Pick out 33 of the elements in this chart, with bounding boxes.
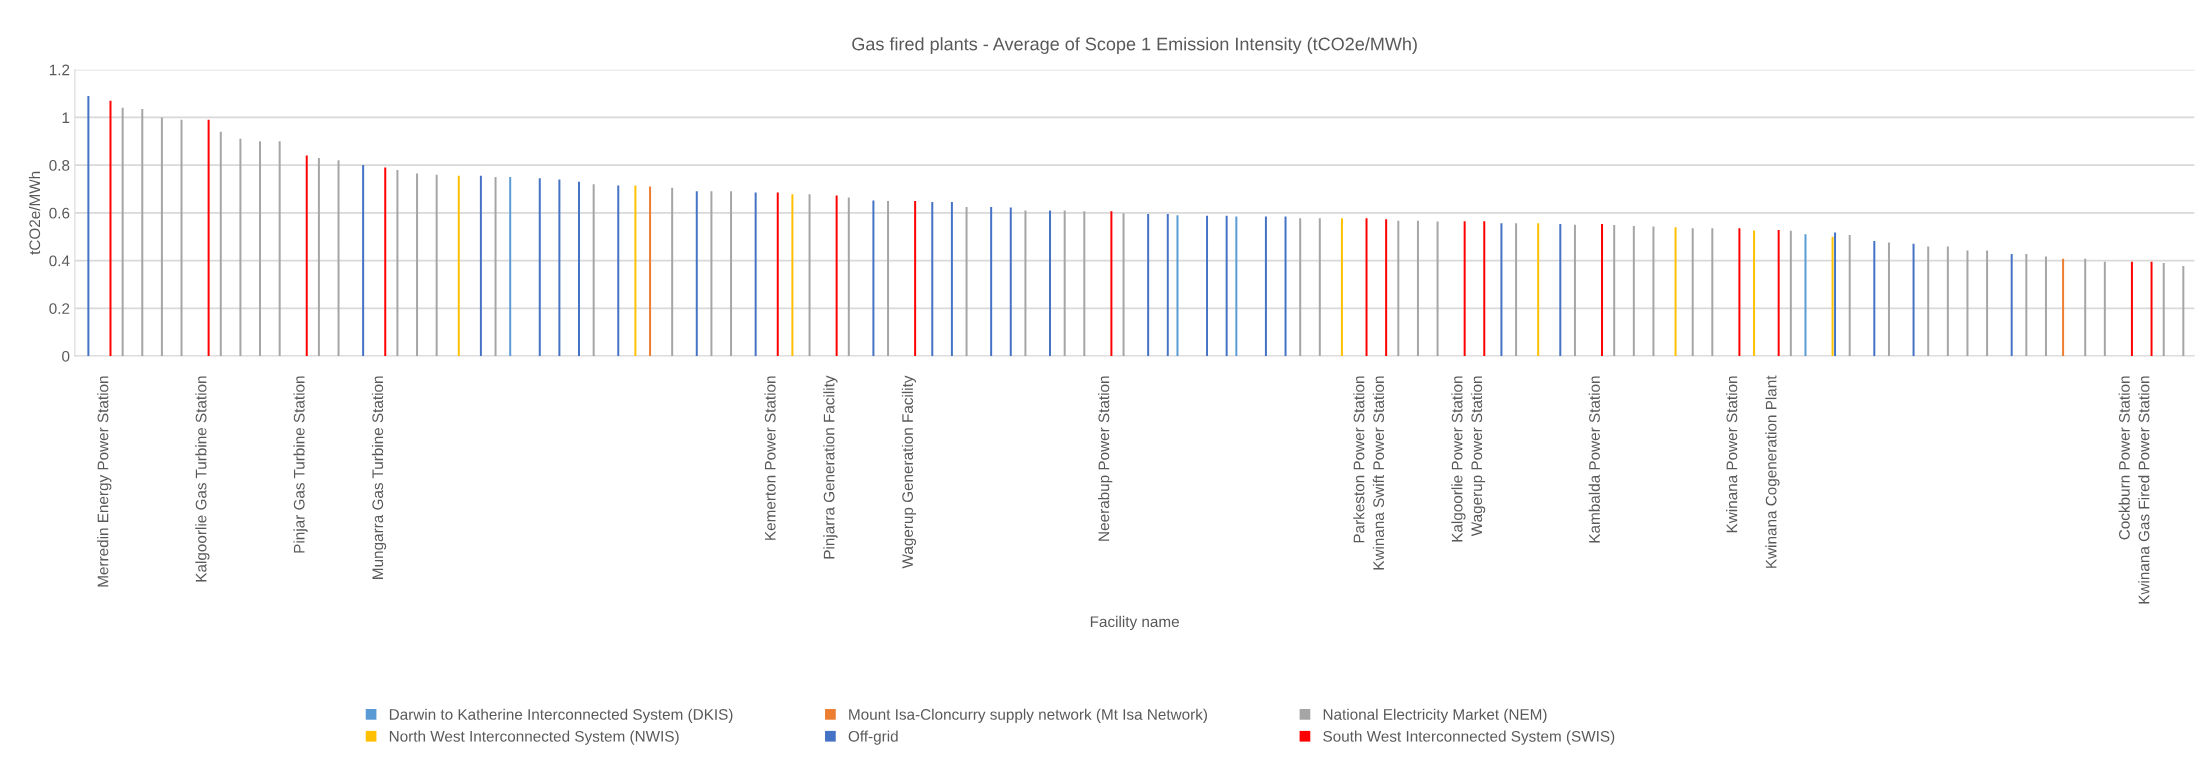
x-tick-label: Kwinana Power Station bbox=[1726, 376, 1738, 533]
y-tick-label: 1.2 bbox=[49, 64, 70, 76]
x-tick-label: Mungarra Gas Turbine Station bbox=[371, 376, 387, 579]
x-tick-label: Parkeston Power Station bbox=[1353, 376, 1365, 543]
y-tick-label: 0.4 bbox=[49, 255, 70, 267]
legend-label: Darwin to Katherine Interconnected System (DKIS) bbox=[389, 708, 733, 723]
x-tick-label: Kemerton Power Station bbox=[764, 376, 776, 540]
x-tick-label: Cockburn Power Station bbox=[2118, 376, 2130, 540]
y-tick-label: 0 bbox=[62, 350, 70, 362]
y-tick-label: 1 bbox=[62, 112, 70, 123]
x-tick-label: Kwinana Gas Fired Power Station bbox=[2138, 376, 2150, 604]
x-tick-label: Neerabup Power Station bbox=[1098, 376, 1113, 541]
x-tick-label: Pinjarra Generation Facility bbox=[823, 375, 838, 559]
y-tick-label: 0.2 bbox=[49, 303, 70, 314]
chart-title: Gas fired plants - Average of Scope 1 Emission Intensity (tCO2e/MWh) bbox=[852, 37, 1417, 54]
legend-label: Off-grid bbox=[848, 730, 898, 745]
x-tick-label: Pinjar Gas Turbine Station bbox=[293, 376, 308, 553]
x-tick-label: Kalgoorlie Gas Turbine Station bbox=[195, 376, 210, 582]
x-tick-label: Kalgoorlie Power Station bbox=[1451, 376, 1466, 542]
legend-label: Mount Isa-Cloncurry supply network (Mt Isa Network) bbox=[849, 708, 1207, 723]
x-tick-label: Kambalda Power Station bbox=[1588, 376, 1600, 543]
y-tick-label: 0.6 bbox=[49, 207, 70, 219]
x-tick-label: Kwinana Cogeneration Plant bbox=[1765, 375, 1780, 568]
legend-label: South West Interconnected System (SWIS) bbox=[1323, 730, 1615, 745]
x-tick-label: Merredin Energy Power Station bbox=[97, 376, 112, 587]
x-axis-title: Facility name bbox=[1090, 615, 1179, 631]
legend-label: North West Interconnected System (NWIS) bbox=[389, 730, 679, 745]
y-tick-label: 0.8 bbox=[49, 159, 70, 171]
x-tick-label: Wagerup Power Station bbox=[1470, 376, 1486, 537]
legend-label: National Electricity Market (NEM) bbox=[1323, 708, 1547, 723]
x-tick-label: Kwinana Swift Power Station bbox=[1372, 376, 1385, 570]
y-axis-title: tCO2e/MWh bbox=[28, 171, 41, 255]
x-tick-label: Wagerup Generation Facility bbox=[901, 375, 917, 569]
